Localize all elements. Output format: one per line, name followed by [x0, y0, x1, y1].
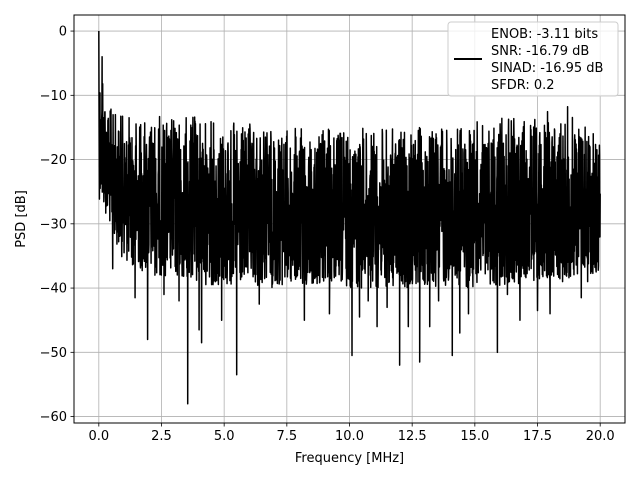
x-axis-label: Frequency [MHz]	[295, 451, 404, 466]
y-tick-label: −40	[40, 282, 67, 297]
y-tick-label: −10	[40, 89, 67, 104]
legend-box	[447, 21, 619, 97]
legend-sinad: SINAD: -16.95 dB	[491, 61, 603, 76]
legend-sfdr: SFDR: 0.2	[491, 78, 555, 93]
y-tick-label: 0	[59, 25, 67, 40]
legend: ENOB: -3.11 bits SNR: -16.79 dB SINAD: -…	[447, 21, 619, 97]
y-tick-label: −50	[40, 346, 67, 361]
x-tick-label: 15.0	[460, 429, 489, 444]
x-tick-label: 12.5	[398, 429, 427, 444]
x-tick-label: 7.5	[276, 429, 297, 444]
x-tick-label: 0.0	[88, 429, 109, 444]
x-tick-label: 10.0	[335, 429, 364, 444]
y-tick-label: −20	[40, 153, 67, 168]
y-axis: 0 −10 −20 −30 −40 −50 −60	[40, 25, 74, 425]
y-axis-label: PSD [dB]	[14, 190, 29, 248]
psd-line	[98, 31, 601, 405]
x-tick-label: 2.5	[151, 429, 172, 444]
x-tick-label: 17.5	[523, 429, 552, 444]
x-axis: 0.0 2.5 5.0 7.5 10.0 12.5 15.0 17.5 20.0	[88, 423, 615, 444]
y-tick-label: −30	[40, 217, 67, 232]
legend-snr: SNR: -16.79 dB	[491, 44, 589, 59]
y-tick-label: −60	[40, 410, 67, 425]
legend-enob: ENOB: -3.11 bits	[491, 27, 598, 42]
x-tick-label: 20.0	[586, 429, 615, 444]
psd-series	[98, 31, 601, 405]
x-tick-label: 5.0	[214, 429, 235, 444]
